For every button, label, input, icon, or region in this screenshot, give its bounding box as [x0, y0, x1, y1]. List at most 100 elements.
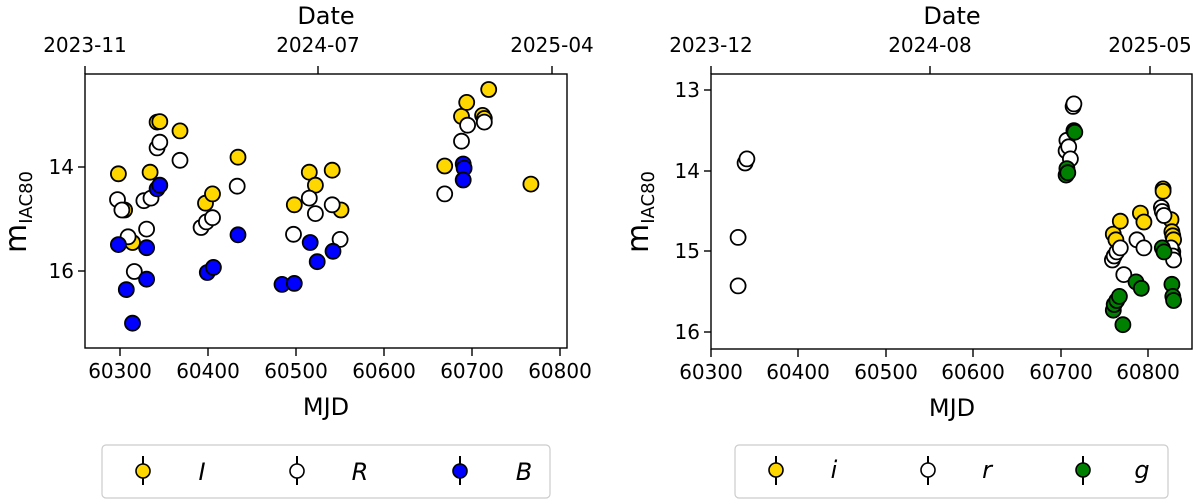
svg-text:R: R [352, 458, 369, 486]
data-point-R [151, 133, 169, 151]
data-point-I [204, 185, 221, 203]
right-y-tick-15: 15 [675, 239, 700, 263]
data-point-r [1135, 239, 1153, 257]
right-ticks [704, 89, 1149, 357]
left-y-tick-14: 14 [49, 155, 74, 179]
data-point-B [454, 171, 472, 189]
data-point-I [522, 175, 540, 193]
data-point-R [228, 177, 246, 195]
right-plot-area [710, 73, 1193, 350]
data-point-R [306, 205, 324, 223]
left-plot-area [84, 73, 568, 349]
right-legend-item-i: i [768, 456, 838, 485]
right-legend-item-g: g [1075, 456, 1150, 485]
right-y-tick-13: 13 [675, 78, 700, 102]
left-y-tick-16: 16 [49, 259, 74, 283]
left-panel: Date 2023-11 2024-07 2025-04 60300 60400… [0, 2, 594, 499]
right-legend-item-r: r [920, 456, 994, 485]
data-point-g [1165, 292, 1182, 309]
legend-marker-icon [920, 462, 936, 478]
data-point-I [458, 94, 476, 111]
left-legend-item-I: I [135, 456, 206, 486]
right-top-tick-2: 2025-05 [1108, 33, 1192, 57]
left-x-ticks [78, 166, 561, 356]
data-point-r [729, 277, 747, 295]
left-top-ticks [84, 66, 553, 74]
data-point-B [151, 176, 169, 194]
data-point-g [1059, 164, 1077, 182]
left-x-axis-label: MJD [303, 393, 349, 421]
right-data-points [729, 95, 1182, 334]
svg-text:r: r [982, 456, 994, 484]
data-point-r [729, 228, 747, 246]
data-point-I [171, 122, 189, 140]
right-y-tick-16: 16 [675, 320, 700, 344]
data-point-B [110, 236, 127, 254]
left-x-tick-60800: 60800 [528, 359, 592, 383]
data-point-R [171, 151, 189, 169]
right-x-tick-60400: 60400 [766, 360, 830, 384]
svg-text:i: i [831, 456, 838, 484]
data-point-R [138, 220, 156, 238]
left-legend-item-B: B [452, 456, 532, 486]
right-legend [734, 444, 1169, 499]
data-point-B [204, 258, 222, 276]
data-point-g [1132, 279, 1150, 297]
data-point-I [436, 157, 454, 175]
data-point-B [138, 239, 156, 257]
left-legend [101, 444, 551, 499]
data-point-B [117, 281, 135, 299]
right-x-tick-60500: 60500 [854, 360, 918, 384]
right-x-tick-60800: 60800 [1116, 360, 1180, 384]
data-point-I [151, 113, 169, 130]
right-x-tick-60300: 60300 [679, 360, 743, 384]
left-x-tick-60500: 60500 [264, 359, 328, 383]
data-point-i [1154, 182, 1172, 200]
data-point-g [1111, 287, 1128, 305]
right-y-axis-label: mIAC80 [621, 171, 659, 253]
svg-text:I: I [198, 458, 205, 486]
data-point-I [229, 148, 247, 166]
right-x-axis-label: MJD [929, 394, 975, 422]
left-x-tick-60700: 60700 [440, 359, 504, 383]
data-point-i [1135, 213, 1153, 231]
data-point-I [110, 165, 127, 183]
data-point-R [323, 196, 341, 214]
data-point-B [308, 253, 326, 271]
legend-marker-icon [452, 463, 468, 479]
legend-marker-icon [768, 462, 784, 478]
legend-marker-icon [289, 463, 305, 479]
data-point-r [1065, 95, 1083, 113]
right-y-tick-14: 14 [675, 159, 700, 183]
data-point-R [204, 209, 221, 227]
data-point-R [475, 113, 493, 131]
svg-text:mIAC80: mIAC80 [621, 171, 659, 253]
left-y-axis-label: mIAC80 [0, 171, 37, 253]
data-point-R [300, 189, 318, 207]
data-point-R [113, 201, 131, 219]
left-data-points [109, 81, 540, 332]
svg-text:mIAC80: mIAC80 [0, 171, 37, 253]
data-point-R [285, 225, 302, 243]
data-point-B [285, 274, 303, 292]
data-point-I [480, 81, 498, 98]
svg-text:g: g [1134, 456, 1149, 484]
data-point-i [1111, 212, 1129, 230]
data-point-I [141, 163, 159, 181]
data-point-g [1066, 123, 1084, 141]
left-x-tick-60600: 60600 [352, 359, 416, 383]
legend-marker-icon [135, 463, 151, 479]
data-point-B [124, 314, 141, 332]
data-point-B [229, 226, 247, 244]
right-panel: Date 2023-12 2024-08 2025-05 60300 60400… [621, 2, 1193, 499]
right-top-tick-1: 2024-08 [888, 33, 972, 57]
data-point-r [1111, 239, 1129, 257]
data-point-I [285, 196, 303, 214]
data-point-R [453, 132, 470, 150]
right-top-tick-0: 2023-12 [669, 33, 753, 57]
data-point-r [1155, 207, 1173, 224]
right-top-ticks [710, 66, 1151, 74]
left-legend-item-R: R [289, 456, 369, 486]
data-point-R [459, 116, 477, 134]
